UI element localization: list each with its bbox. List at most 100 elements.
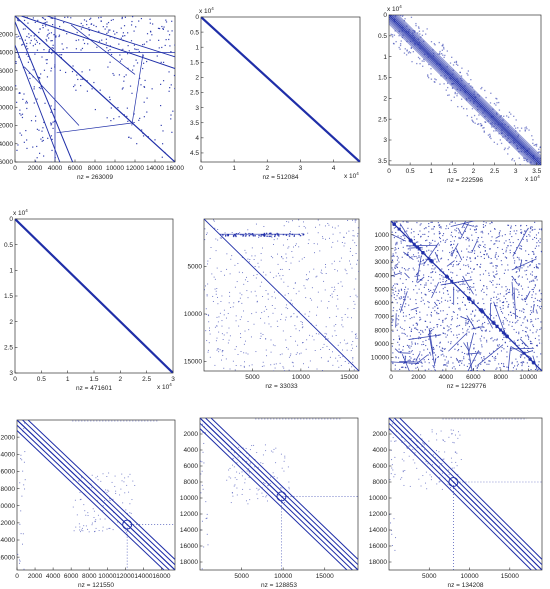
nonzero-entry bbox=[499, 306, 501, 308]
nonzero-entry bbox=[302, 342, 304, 344]
nonzero-entry bbox=[419, 58, 421, 60]
nonzero-entry bbox=[524, 230, 526, 232]
nonzero-entry bbox=[428, 223, 430, 225]
nonzero-entry bbox=[293, 235, 295, 237]
nonzero-entry bbox=[399, 351, 401, 353]
nonzero-entry bbox=[455, 461, 457, 463]
nonzero-entry bbox=[483, 245, 485, 248]
nonzero-pattern bbox=[389, 418, 542, 570]
nonzero-entry bbox=[459, 434, 461, 436]
nonzero-entry bbox=[510, 311, 512, 313]
nonzero-entry bbox=[475, 228, 478, 230]
nonzero-entry bbox=[429, 244, 431, 246]
nonzero-entry bbox=[282, 244, 284, 246]
nonzero-entry bbox=[218, 348, 220, 350]
nonzero-entry bbox=[296, 315, 298, 317]
nonzero-entry bbox=[441, 257, 443, 259]
nonzero-entry bbox=[434, 310, 436, 312]
nonzero-entry bbox=[528, 357, 532, 361]
nonzero-entry bbox=[428, 440, 430, 442]
nonzero-entry bbox=[468, 240, 470, 242]
nonzero-entry bbox=[221, 325, 223, 327]
nonzero-entry bbox=[149, 30, 152, 32]
nonzero-entry bbox=[130, 512, 132, 514]
nonzero-entry bbox=[523, 265, 525, 267]
nonzero-entry bbox=[396, 266, 398, 268]
y-tick-label: 4.5 bbox=[190, 150, 199, 157]
nonzero-entry bbox=[263, 365, 265, 367]
nonzero-entry bbox=[393, 271, 395, 273]
nonzero-entry bbox=[408, 238, 412, 242]
nonzero-entry bbox=[480, 256, 482, 258]
nonzero-entry bbox=[265, 349, 267, 351]
nonzero-entry bbox=[402, 234, 404, 236]
nonzero-entry bbox=[510, 349, 512, 352]
nonzero-entry bbox=[414, 30, 416, 32]
nonzero-band bbox=[15, 21, 74, 162]
nonzero-entry bbox=[105, 489, 107, 491]
nonzero-entry bbox=[94, 108, 96, 111]
nonzero-entry bbox=[396, 264, 398, 266]
nonzero-entry bbox=[492, 265, 494, 267]
nonzero-entry bbox=[524, 316, 526, 318]
nonzero-entry bbox=[493, 125, 495, 128]
nonzero-entry bbox=[442, 370, 445, 371]
nonzero-entry bbox=[354, 303, 356, 305]
nonzero-entry bbox=[471, 250, 473, 252]
nonzero-entry bbox=[231, 255, 233, 257]
nonzero-entry bbox=[203, 426, 205, 428]
nonzero-entry bbox=[515, 233, 517, 235]
nonzero-entry bbox=[416, 292, 418, 294]
nonzero-entry bbox=[215, 238, 217, 240]
nonzero-entry bbox=[459, 268, 461, 270]
nonzero-entry bbox=[228, 327, 230, 329]
nonzero-entry bbox=[123, 80, 125, 82]
nonzero-entry bbox=[503, 148, 506, 151]
nonzero-entry bbox=[514, 342, 517, 344]
nonzero-entry bbox=[48, 50, 50, 52]
nonzero-entry bbox=[428, 306, 430, 308]
nonzero-entry bbox=[427, 74, 429, 76]
nonzero-entry bbox=[468, 326, 470, 328]
nonzero-entry bbox=[528, 234, 530, 236]
nonzero-entry bbox=[406, 50, 408, 52]
nonzero-entry bbox=[521, 310, 523, 312]
nonzero-entry bbox=[525, 274, 527, 276]
nonzero-entry bbox=[317, 306, 319, 308]
nonzero-entry bbox=[232, 464, 234, 466]
nonzero-entry bbox=[248, 261, 250, 263]
nonzero-entry bbox=[532, 229, 534, 231]
nonzero-entry bbox=[261, 365, 263, 367]
nonzero-entry bbox=[480, 244, 482, 246]
nonzero-entry bbox=[514, 278, 517, 281]
y-tick-label: 18000 bbox=[369, 559, 387, 566]
nonzero-entry bbox=[443, 332, 445, 334]
nonzero-entry bbox=[435, 336, 437, 338]
x-tick-label: 16000 bbox=[166, 165, 184, 172]
nonzero-entry bbox=[235, 346, 237, 348]
nonzero-entry bbox=[229, 273, 231, 275]
nonzero-entry bbox=[518, 291, 520, 293]
nonzero-entry bbox=[395, 298, 397, 301]
nonzero-entry bbox=[232, 457, 234, 459]
x-tick-label: 1.5 bbox=[448, 168, 457, 175]
nonzero-entry bbox=[546, 150, 547, 151]
nonzero-entry bbox=[451, 318, 453, 320]
nonzero-band bbox=[201, 17, 360, 162]
nonzero-entry bbox=[530, 161, 532, 163]
nonzero-entry bbox=[287, 466, 289, 468]
nonzero-entry bbox=[452, 64, 455, 66]
nonzero-entry bbox=[448, 329, 450, 331]
nonzero-entry bbox=[516, 265, 518, 268]
nonzero-entry bbox=[454, 368, 456, 370]
nonzero-entry bbox=[418, 336, 420, 338]
nonzero-entry bbox=[475, 294, 477, 296]
nonzero-entry bbox=[88, 29, 90, 31]
nonzero-entry bbox=[161, 46, 163, 49]
nonzero-entry bbox=[29, 42, 31, 44]
nonzero-entry bbox=[535, 275, 538, 278]
nonzero-entry bbox=[449, 299, 451, 301]
nonzero-entry bbox=[236, 281, 238, 283]
nonzero-entry bbox=[437, 307, 439, 310]
